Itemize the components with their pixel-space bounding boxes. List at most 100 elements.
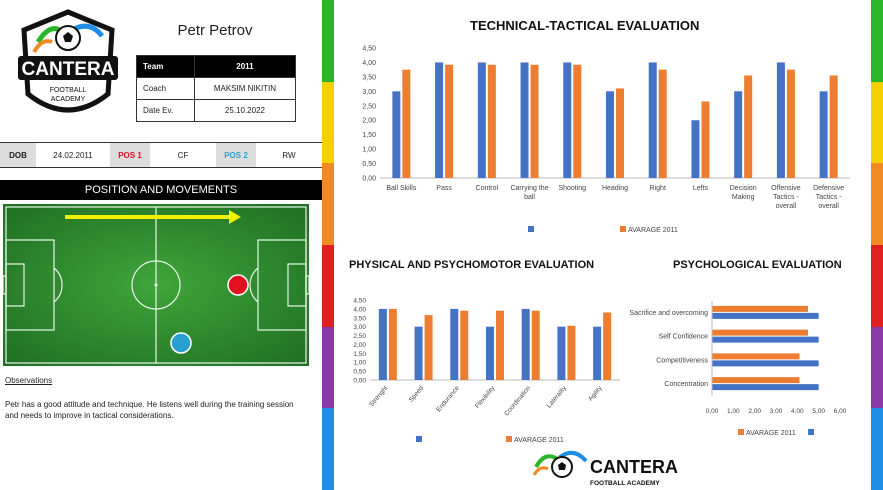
legend-average-swatch (506, 436, 512, 442)
observations-title: Observations (5, 376, 53, 385)
player-bar (691, 120, 700, 178)
x-tick-label: 1,00 (727, 408, 740, 415)
category-label: Agility (587, 384, 604, 402)
category-label: Ball Skills (386, 185, 416, 192)
technical-tactical-chart: 0,00 0,50 1,00 1,50 2,00 2,50 3,00 3,50 4,00 4,50… (362, 46, 850, 234)
y-tick-label: 3,00 (362, 89, 376, 96)
pos2-label: POS 2 (216, 143, 256, 167)
logo-banner (18, 56, 118, 80)
date-label: Date Ev. (136, 99, 195, 122)
y-tick-label: 1,00 (353, 360, 366, 367)
center-spot (154, 283, 158, 287)
legend-average-label: AVARAGE 2011 (628, 227, 678, 234)
player-bar (435, 62, 444, 178)
average-bar (744, 75, 753, 178)
category-label: Concentration (664, 381, 708, 388)
category-label: Offensive Tactics -overall (771, 185, 801, 210)
logo-brand: CANTERA (22, 59, 115, 80)
pos2-value: RW (282, 150, 296, 160)
x-tick-label: 4,00 (791, 408, 804, 415)
legend-average-swatch (738, 429, 744, 435)
x-tick-label: 0,00 (706, 408, 719, 415)
y-tick-label: 1,50 (362, 132, 376, 139)
cantera-footer-logo: CANTERA FOOTBALL ACADEMY (532, 450, 678, 487)
average-bar (712, 377, 800, 384)
y-tick-label: 3,50 (362, 74, 376, 81)
ball-patch (63, 32, 73, 42)
player-bar (557, 326, 566, 380)
y-tick-label: 1,50 (353, 351, 366, 358)
y-tick-label: 4,50 (353, 298, 366, 305)
dob-value: 24.02.2011 (53, 150, 93, 160)
stripe-segment (871, 326, 883, 409)
color-stripe-left (322, 0, 334, 490)
x-tick-label: 2,00 (748, 408, 761, 415)
player-bar (521, 308, 530, 380)
chart1-title: TECHNICAL-TACTICAL EVALUATION (470, 18, 700, 33)
average-bar (712, 329, 808, 336)
stripe-segment (871, 0, 883, 82)
info-table: Team 2011 Coach MAKSIM NIKITIN Date Ev. 25.… (136, 55, 297, 122)
chart2-title: PHYSICAL AND PSYCHOMOTOR EVALUATION (349, 259, 595, 271)
stripe-segment (322, 244, 334, 327)
y-tick-label: 0,00 (362, 176, 376, 183)
y-tick-label: 2,50 (362, 103, 376, 110)
pitch-lines (3, 206, 309, 364)
player-bar (486, 326, 494, 380)
player-panel: CANTERA FOOTBALL ACADEMY Petr Petrov Tea… (0, 0, 322, 490)
category-label: Strenght (368, 385, 389, 408)
legend-player-swatch (416, 436, 422, 442)
stripe-segment (871, 244, 883, 327)
player-bar (520, 62, 529, 178)
chart3-title: PSYCHOLOGICAL EVALUATION (673, 259, 842, 271)
movement-arrow-head (229, 210, 241, 224)
stripe-segment (871, 81, 883, 164)
legend-player-swatch (528, 226, 534, 232)
legend-average-swatch (620, 226, 626, 232)
y-tick-label: 2,00 (362, 118, 376, 125)
player-bar (414, 326, 423, 380)
pos1-marker (227, 274, 249, 296)
position-title: POSITION AND MOVEMENTS (0, 180, 322, 200)
player-bar (378, 308, 387, 380)
footer-swoosh-blue (558, 450, 588, 463)
category-label: Competitiveness (656, 357, 708, 364)
stripe-segment (322, 408, 334, 490)
player-bar (392, 91, 401, 178)
player-bar (477, 62, 486, 178)
player-bar (712, 384, 819, 391)
observations-text: Petr has a good attitude and technique. … (5, 400, 294, 420)
footer-swoosh-orange (532, 466, 549, 476)
pos1-value: CF (177, 150, 189, 160)
y-tick-label: 0,00 (353, 378, 366, 385)
coach-value: MAKSIM NIKITIN (193, 77, 297, 100)
player-bar (606, 91, 614, 178)
y-tick-label: 2,00 (353, 342, 366, 349)
average-bar (567, 325, 576, 380)
y-tick-label: 2,50 (353, 333, 366, 340)
player-bar (450, 308, 459, 380)
coach-label: Coach (136, 77, 195, 100)
x-tick-label: 5,00 (812, 408, 825, 415)
y-tick-label: 1,00 (362, 147, 376, 154)
logo-sub-2: ACADEMY (51, 96, 86, 103)
average-bar (786, 69, 795, 178)
y-tick-label: 3,00 (353, 324, 366, 331)
player-bar (734, 91, 743, 178)
y-tick-label: 4,50 (362, 46, 376, 53)
category-label: Speed (408, 384, 426, 403)
stripe-segment (322, 163, 334, 245)
player-bar (648, 62, 657, 178)
category-label: Lefts (693, 185, 709, 192)
category-label: Coordination (503, 384, 532, 417)
y-tick-label: 3,50 (353, 315, 366, 322)
y-tick-label: 4,00 (362, 60, 376, 67)
dob-label: DOB (0, 143, 36, 167)
team-value: 2011 (193, 55, 297, 78)
stripe-segment (871, 408, 883, 490)
average-bar (603, 312, 612, 380)
player-name: Petr Petrov (177, 22, 253, 39)
logo-sub: FOOTBALL (50, 87, 87, 94)
psychological-chart: Sacrifice and overcoming Self Confidence C… (629, 301, 847, 437)
x-tick-label: 6,00 (834, 408, 847, 415)
